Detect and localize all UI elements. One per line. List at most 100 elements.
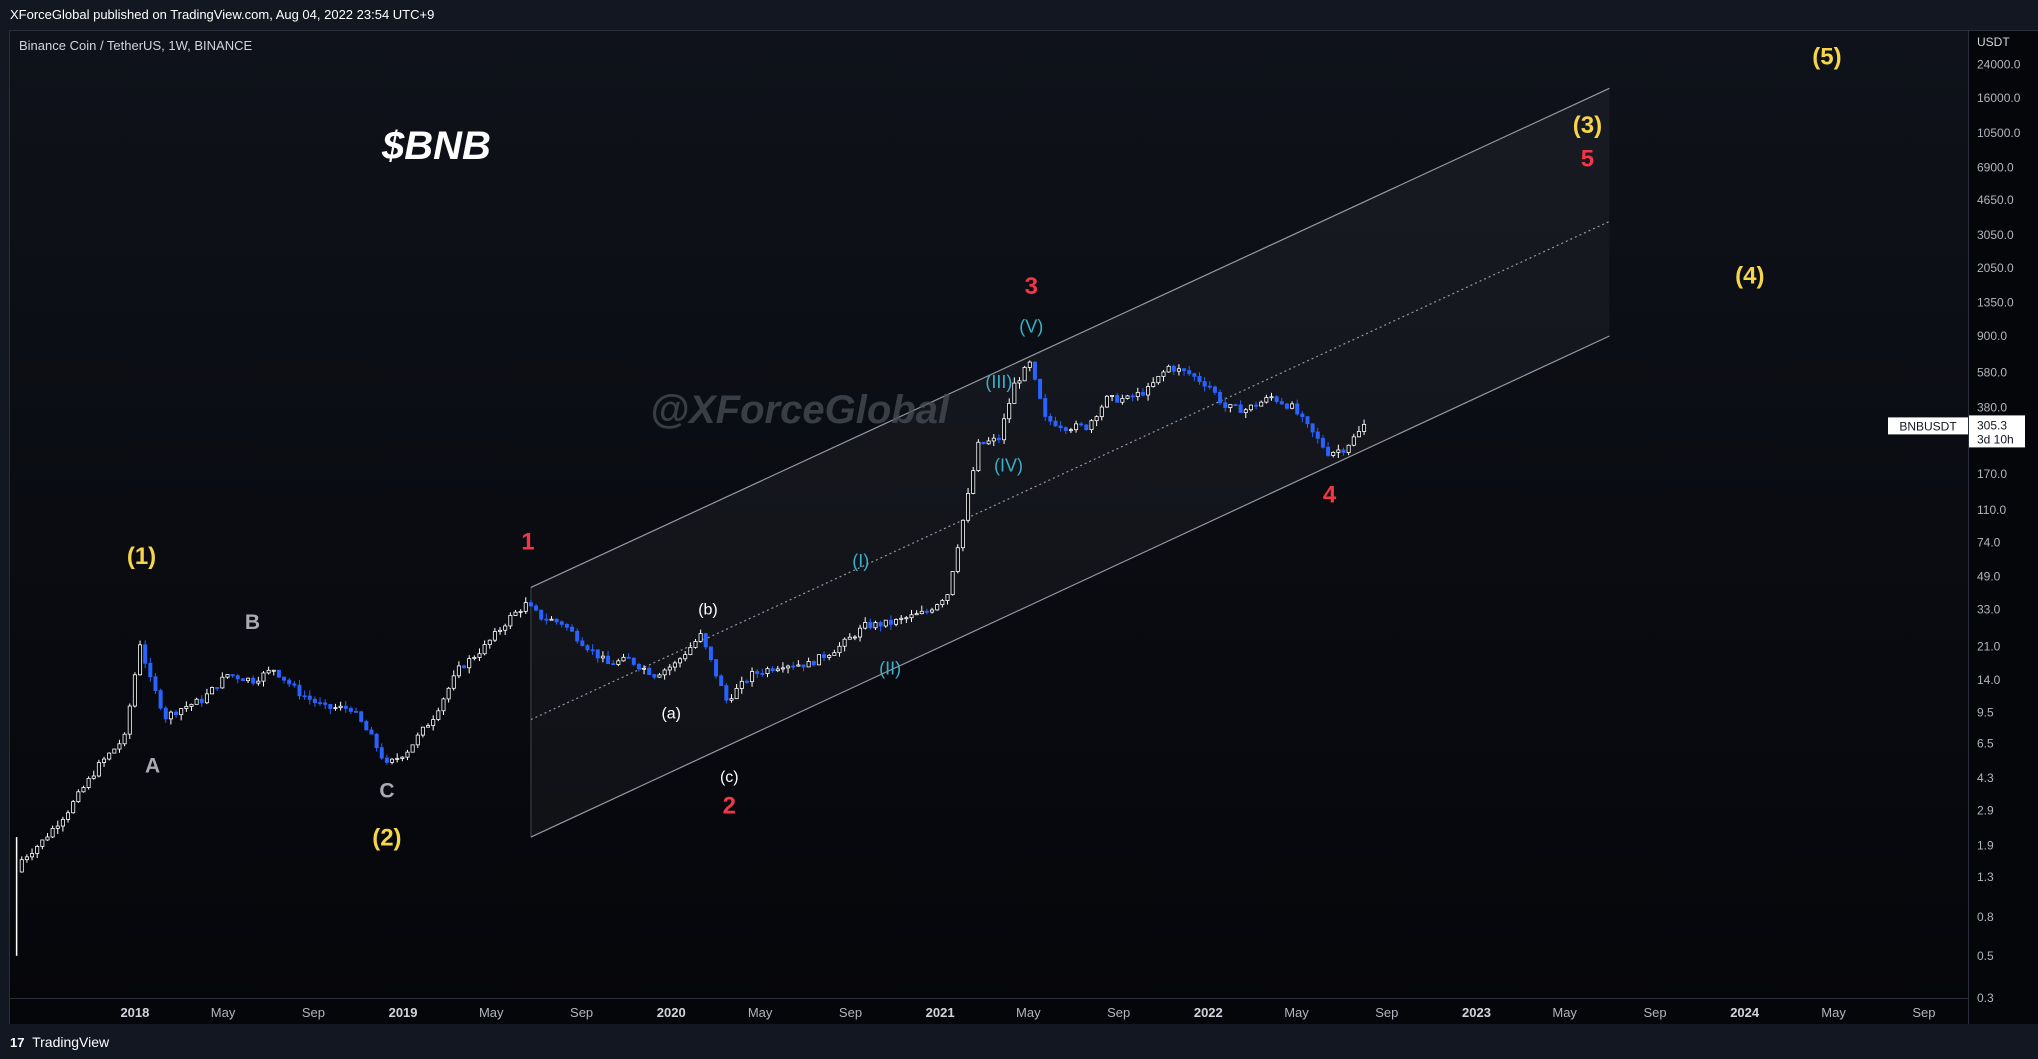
channel-middle-line[interactable] <box>530 220 1610 721</box>
price-tick: 110.0 <box>1977 503 2006 517</box>
candle-body <box>1279 401 1284 405</box>
candle-body <box>528 602 533 607</box>
candle-body <box>580 640 585 647</box>
bar-countdown: 3d 10h <box>1977 432 2014 446</box>
candle-body <box>1228 404 1233 408</box>
price-tick: 9.5 <box>1977 705 1994 719</box>
candle-body <box>1248 404 1253 411</box>
candle-body <box>1022 367 1027 382</box>
candle-body <box>652 674 657 678</box>
price-tick: 170.0 <box>1977 467 2007 481</box>
candle-body <box>1346 444 1351 453</box>
candle-body <box>323 702 328 705</box>
candle-body <box>19 859 24 873</box>
candle-body <box>318 702 323 705</box>
candle-body <box>1171 365 1176 372</box>
candle-body <box>523 602 528 612</box>
candle-body <box>1254 404 1259 407</box>
candle-body <box>822 654 827 658</box>
candle-body <box>636 663 641 670</box>
candle-body <box>780 667 785 670</box>
channel-upper-line[interactable] <box>530 87 1610 589</box>
candle-body <box>1295 403 1300 415</box>
candle-body <box>487 639 492 645</box>
price-tick: 6900.0 <box>1977 161 2014 175</box>
candle-body <box>863 622 868 629</box>
current-price-value: 305.3 <box>1977 418 2007 432</box>
candle-body <box>1135 392 1140 398</box>
candle-body <box>148 662 153 678</box>
candle-body <box>1305 416 1310 425</box>
wave-label: (V) <box>1019 316 1043 336</box>
wave-label: (c) <box>720 769 739 786</box>
candle-body <box>796 664 801 667</box>
candle-body <box>1110 395 1115 397</box>
candle-body <box>410 744 415 753</box>
price-tick: 1.9 <box>1977 838 1994 852</box>
candle-body <box>35 846 40 854</box>
candle-body <box>451 675 456 689</box>
candle-body <box>1351 436 1356 446</box>
time-axis[interactable]: 2018 May Sep 2019 May Sep 2020 May Sep 2021 May Sep… <box>10 998 1968 1024</box>
time-tick: 2019 <box>389 1005 418 1020</box>
price-tick: 4650.0 <box>1977 193 2014 207</box>
time-tick: May <box>1016 1005 1041 1020</box>
candle-body <box>240 678 245 682</box>
wave-label: 2 <box>723 792 736 819</box>
candle-body <box>734 688 739 700</box>
candle-body <box>436 710 441 720</box>
time-tick: Sep <box>839 1005 862 1020</box>
candle-body <box>1269 396 1274 399</box>
candle-body <box>786 665 791 669</box>
time-tick: 2021 <box>926 1005 955 1020</box>
price-tick: 0.5 <box>1977 949 1994 963</box>
candle-body <box>390 758 395 763</box>
candle-body <box>678 658 683 664</box>
price-axis[interactable]: USDT 24000.0 16000.0 10500.0 6900.0 4650.0 305… <box>1968 31 2038 1024</box>
currency-label: USDT <box>1977 35 2010 49</box>
price-tick: 10500.0 <box>1977 126 2021 140</box>
candle-body <box>40 839 45 847</box>
candle-body <box>894 619 899 625</box>
candle-body <box>930 609 935 613</box>
candle-body <box>534 605 539 611</box>
chart-pane[interactable]: Binance Coin / TetherUS, 1W, BINANCE $BN… <box>9 30 2038 1024</box>
candle-body <box>359 711 364 722</box>
candle-body <box>971 470 976 494</box>
candle-body <box>847 636 852 640</box>
candle-body <box>405 751 410 758</box>
candle-body <box>1362 424 1367 432</box>
candle-body <box>503 625 508 631</box>
price-tick: 580.0 <box>1977 365 2007 379</box>
channel-lower-line[interactable] <box>530 335 1610 838</box>
candle-body <box>1151 382 1156 387</box>
price-tick: 74.0 <box>1977 536 2001 550</box>
candle-body <box>559 621 564 625</box>
candle-body <box>1161 371 1166 377</box>
candle-body <box>1007 403 1012 420</box>
trend-channel[interactable] <box>530 87 1610 838</box>
symbol-title: Binance Coin / TetherUS, 1W, BINANCE <box>19 38 253 53</box>
candle-body <box>60 818 65 827</box>
candle-body <box>1243 409 1248 413</box>
candle-body <box>235 675 240 680</box>
candle-body <box>858 627 863 638</box>
price-chart-svg[interactable]: $BNB @XForceGlobal (1) (2) (3) (4) (5) A B C (a) (b… <box>10 31 1968 998</box>
candle-body <box>909 614 914 619</box>
candle-body <box>81 787 86 793</box>
time-tick: Sep <box>1375 1005 1398 1020</box>
candle-body <box>168 711 173 720</box>
candle-body <box>462 665 467 669</box>
candle-body <box>714 659 719 677</box>
candle-body <box>750 671 755 683</box>
candle-body <box>760 673 765 675</box>
candle-body <box>1207 385 1212 388</box>
wave-labels: $BNB @XForceGlobal (1) (2) (3) (4) (5) A B C (a) (b… <box>127 44 1842 852</box>
time-tick: Sep <box>302 1005 325 1020</box>
candle-body <box>482 644 487 655</box>
wave-label: (a) <box>661 706 681 723</box>
wave-label: (5) <box>1812 44 1841 71</box>
candle-body <box>1331 451 1336 456</box>
time-tick: May <box>1284 1005 1309 1020</box>
price-tick: 14.0 <box>1977 673 2001 687</box>
